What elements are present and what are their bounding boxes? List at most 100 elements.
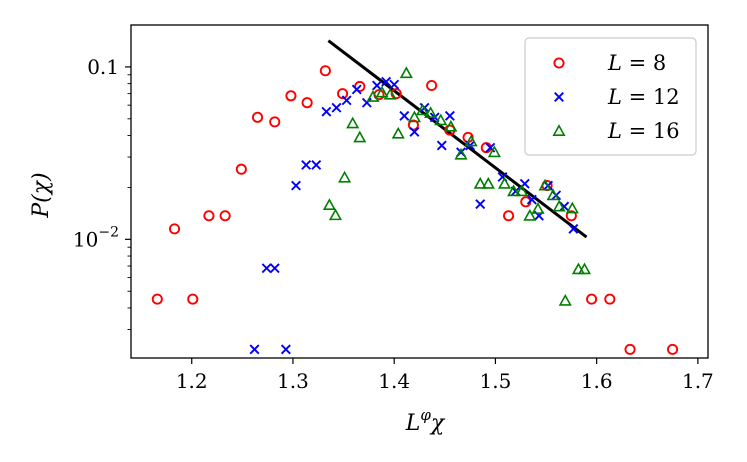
y-tick-label: 10−2 xyxy=(73,224,119,251)
data-point xyxy=(565,201,579,214)
legend-entry: L = 12 xyxy=(554,85,680,109)
data-point xyxy=(407,110,421,123)
x-tick-label: 1.3 xyxy=(277,369,309,393)
legend-entry: L = 16 xyxy=(552,119,680,143)
data-point xyxy=(321,106,332,117)
data-point xyxy=(577,262,592,275)
legend-entries: L = 8 L = 12 L = 16 xyxy=(552,51,680,143)
data-point xyxy=(507,184,521,197)
data-point xyxy=(269,116,281,128)
legend-label: L = 8 xyxy=(607,51,666,75)
y-axis-label-text: P(χ) xyxy=(29,172,54,218)
data-point xyxy=(261,263,272,274)
data-point xyxy=(235,163,247,175)
data-point xyxy=(328,208,343,221)
data-point xyxy=(285,90,297,102)
data-point xyxy=(361,97,372,108)
data-point xyxy=(454,147,468,160)
data-point xyxy=(565,210,577,222)
x-axis-label: Lφχ xyxy=(405,406,446,436)
svg-text:Lφχ: Lφχ xyxy=(405,406,446,436)
data-point xyxy=(351,84,362,95)
data-point xyxy=(354,80,366,93)
data-point xyxy=(168,223,181,235)
fit-line xyxy=(327,39,588,239)
data-point xyxy=(424,106,438,119)
data-point xyxy=(568,223,579,234)
data-point xyxy=(515,184,529,197)
data-point xyxy=(249,344,260,355)
data-point xyxy=(203,210,215,222)
y-axis-label: P(χ) xyxy=(29,172,54,218)
data-point xyxy=(552,199,566,212)
data-point xyxy=(337,88,349,100)
x-tick-label: 1.2 xyxy=(176,369,208,393)
fit-line-layer xyxy=(327,39,588,239)
data-point xyxy=(624,343,636,355)
y-ticks: 0.1 10−2 xyxy=(73,55,131,330)
legend-marker xyxy=(553,57,565,69)
data-point xyxy=(331,102,342,113)
data-point xyxy=(353,130,367,143)
data-point xyxy=(399,66,413,79)
data-point xyxy=(409,126,420,137)
data-point xyxy=(604,293,616,305)
data-point xyxy=(338,170,352,183)
data-point xyxy=(434,113,448,126)
data-point xyxy=(464,134,478,147)
data-point xyxy=(586,293,598,305)
data-point xyxy=(322,198,336,211)
legend-marker xyxy=(554,92,564,102)
data-point xyxy=(381,76,392,87)
data-point xyxy=(558,293,572,306)
legend: L = 8 L = 12 L = 16 xyxy=(524,37,697,156)
x-axis-label-chi: χ xyxy=(429,411,446,436)
data-point xyxy=(187,293,199,305)
data-point xyxy=(426,79,438,92)
legend-marker xyxy=(552,124,566,136)
data-point xyxy=(546,188,560,201)
data-point xyxy=(503,210,515,222)
x-ticks: 1.2 1.3 1.4 1.5 1.6 1.7 xyxy=(176,358,714,393)
data-point xyxy=(523,208,537,221)
data-point xyxy=(475,199,486,210)
data-point xyxy=(526,194,537,205)
data-point xyxy=(667,343,679,355)
data-point xyxy=(444,119,458,132)
legend-label: L = 12 xyxy=(607,85,680,109)
legend-entry: L = 8 xyxy=(553,51,666,75)
data-point xyxy=(291,180,301,191)
y-tick-label: 0.1 xyxy=(87,55,119,79)
plot-frame xyxy=(130,24,709,359)
data-point xyxy=(375,85,389,98)
data-marks-layer xyxy=(151,65,679,355)
data-point xyxy=(372,80,382,91)
x-tick-label: 1.5 xyxy=(480,369,512,393)
data-point xyxy=(415,103,430,116)
series-3 xyxy=(322,66,592,306)
data-point xyxy=(251,111,264,123)
data-point xyxy=(383,87,397,100)
x-axis-label-L: L xyxy=(405,411,421,436)
x-tick-label: 1.4 xyxy=(378,369,410,393)
data-point xyxy=(389,79,400,90)
data-point xyxy=(311,159,322,170)
x-axis-label-phi: φ xyxy=(420,406,431,424)
data-point xyxy=(341,95,352,106)
data-point xyxy=(531,202,545,214)
data-point xyxy=(219,210,231,222)
data-point xyxy=(399,110,410,121)
data-point xyxy=(151,293,163,305)
x-tick-label: 1.7 xyxy=(682,369,714,393)
data-point xyxy=(538,178,552,191)
data-point xyxy=(391,126,405,139)
data-point xyxy=(269,263,280,274)
data-point xyxy=(346,116,360,129)
data-point xyxy=(280,344,291,355)
x-tick-label: 1.6 xyxy=(581,369,613,393)
data-point xyxy=(473,176,487,189)
data-point xyxy=(301,97,313,109)
data-point xyxy=(481,176,495,189)
data-point xyxy=(319,65,331,77)
